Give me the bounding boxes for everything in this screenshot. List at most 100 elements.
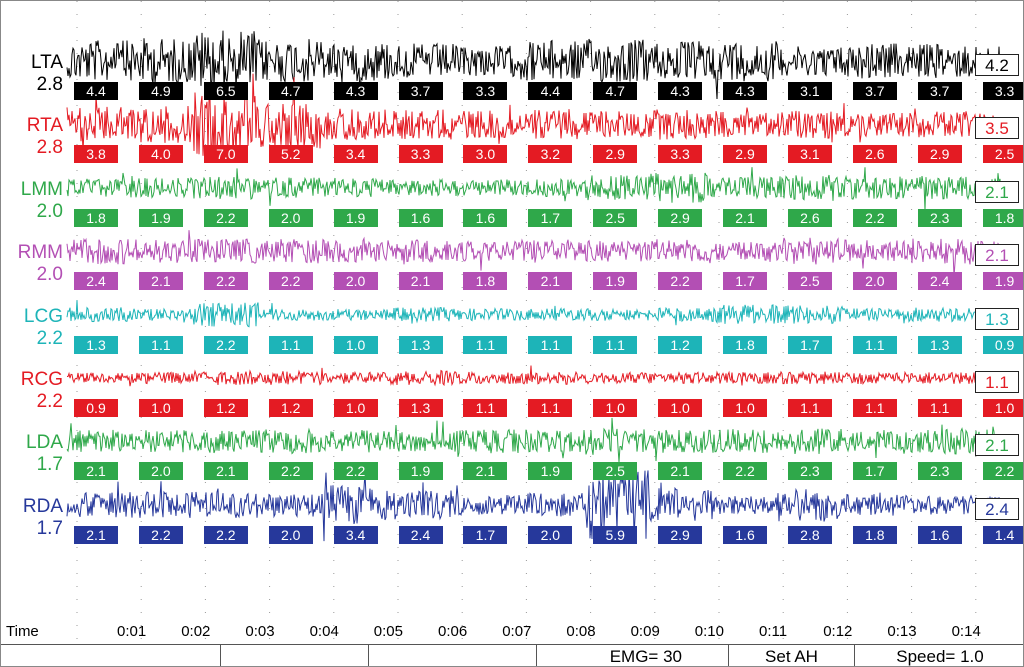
segment-value: 2.5: [787, 272, 832, 291]
speed-status: Speed= 1.0: [896, 647, 984, 666]
channel-gain-rcg: 2.2: [36, 391, 63, 412]
segment-value: 2.9: [593, 145, 638, 164]
segment-value: 3.1: [787, 82, 832, 100]
segment-value: 1.7: [463, 525, 508, 544]
current-value-rcg: 1.1: [975, 371, 1019, 393]
segment-value: 1.7: [528, 208, 573, 227]
segment-value: 1.8: [463, 272, 508, 291]
segment-value: 4.4: [528, 82, 573, 100]
segment-value: 1.1: [917, 399, 962, 417]
channel-gain-rta: 2.8: [36, 137, 63, 159]
segment-value: 1.1: [852, 399, 897, 417]
time-tick-label: 0:06: [438, 623, 468, 640]
segment-value: 2.4: [398, 525, 443, 544]
segment-value: 2.2: [982, 462, 1023, 481]
time-tick-label: 0:09: [630, 623, 660, 640]
segment-value: 1.0: [723, 399, 767, 417]
segment-value: 3.3: [982, 82, 1023, 100]
channel-gain-lmm: 2.0: [36, 200, 63, 222]
current-value-lmm: 2.1: [975, 180, 1019, 203]
segment-value: 2.2: [268, 272, 313, 291]
segment-value: 1.8: [982, 208, 1023, 227]
segment-value: 1.1: [528, 335, 573, 354]
segment-value: 2.4: [74, 272, 118, 291]
segment-value: 1.2: [658, 335, 703, 354]
status-cell-empty-3: [369, 645, 537, 666]
segment-value: 2.9: [658, 525, 703, 544]
segment-value: 3.4: [333, 525, 378, 544]
segment-value: 1.7: [723, 272, 767, 291]
segment-value: 4.0: [138, 145, 183, 164]
segment-value: 2.2: [852, 208, 897, 227]
trace-rmm: [66, 230, 1002, 278]
segment-value: 0.9: [74, 399, 118, 417]
time-tick-label: 0:04: [309, 623, 339, 640]
segment-value: 2.3: [917, 208, 962, 227]
segment-value: 1.8: [74, 208, 118, 227]
segment-value: 2.0: [852, 272, 897, 291]
segment-value: 1.4: [982, 525, 1023, 544]
time-tick-label: 0:13: [887, 623, 917, 640]
trace-lmm: [66, 167, 1002, 211]
current-value-rmm: 2.1: [975, 244, 1019, 267]
segment-value: 2.8: [787, 525, 832, 544]
status-cell-empty-2: [221, 645, 369, 666]
segment-value: 1.3: [398, 399, 443, 417]
segment-value: 2.4: [917, 272, 962, 291]
segment-value: 2.6: [787, 208, 832, 227]
channel-name-lta: LTA: [30, 52, 63, 73]
segment-value: 1.3: [917, 335, 962, 354]
segment-value: 3.8: [74, 145, 118, 164]
segment-value: 2.1: [723, 208, 767, 227]
status-bar: EMG= 30 Set AH Speed= 1.0: [1, 644, 1023, 666]
segment-value: 3.1: [787, 145, 832, 164]
set-status-button[interactable]: Set AH: [729, 645, 855, 666]
segment-value: 1.0: [982, 399, 1023, 417]
segment-value: 2.2: [203, 208, 248, 227]
segment-value: 2.1: [74, 525, 118, 544]
channel-name-lda: LDA: [26, 432, 63, 454]
segment-value: 1.1: [463, 399, 508, 417]
segment-value: 1.9: [398, 462, 443, 481]
segment-value: 2.5: [593, 208, 638, 227]
segment-value: 4.7: [268, 82, 313, 100]
channel-name-rmm: RMM: [17, 242, 63, 264]
time-axis-title: Time: [6, 623, 39, 640]
channel-gain-lta: 2.8: [36, 74, 63, 95]
segment-value: 1.7: [787, 335, 832, 354]
time-tick-label: 0:14: [951, 623, 981, 640]
segment-value: 3.4: [333, 145, 378, 164]
segment-value: 2.1: [398, 272, 443, 291]
segment-value: 3.0: [463, 145, 508, 164]
segment-value: 1.8: [723, 335, 767, 354]
segment-value: 3.7: [852, 82, 897, 100]
segment-value: 2.9: [917, 145, 962, 164]
time-tick-label: 0:01: [117, 623, 147, 640]
segment-value: 2.2: [333, 462, 378, 481]
segment-value: 1.1: [593, 335, 638, 354]
segment-value: 2.1: [658, 462, 703, 481]
segment-value: 2.5: [593, 462, 638, 481]
segment-value: 2.0: [268, 208, 313, 227]
segment-value: 3.7: [917, 82, 962, 100]
emg-status: EMG= 30: [537, 645, 729, 666]
segment-value: 6.5: [203, 82, 248, 100]
segment-value: 1.1: [463, 335, 508, 354]
channel-name-rcg: RCG: [20, 369, 63, 390]
channel-name-lcg: LCG: [23, 305, 63, 327]
segment-value: 1.0: [333, 335, 378, 354]
channel-gain-lda: 1.7: [36, 454, 63, 476]
segment-value: 2.1: [463, 462, 508, 481]
segment-value: 1.3: [74, 335, 118, 354]
segment-value: 4.4: [74, 82, 118, 100]
segment-value: 3.7: [398, 82, 443, 100]
segment-value: 1.8: [852, 525, 897, 544]
segment-value: 2.6: [852, 145, 897, 164]
segment-value: 4.9: [138, 82, 183, 100]
segment-value: 1.0: [658, 399, 703, 417]
time-tick-label: 0:05: [373, 623, 403, 640]
segment-value: 2.2: [138, 525, 183, 544]
current-value-rta: 3.5: [975, 117, 1019, 140]
